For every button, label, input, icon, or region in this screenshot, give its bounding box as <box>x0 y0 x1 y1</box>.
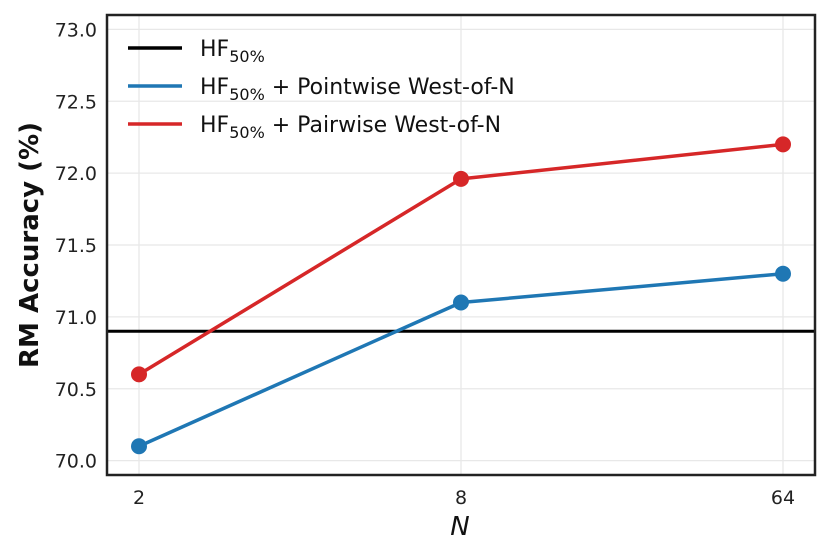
data-point <box>131 438 147 455</box>
legend-label: HF50% + Pointwise West-of-N <box>200 75 515 104</box>
y-tick-labels: 70.0 70.5 71.0 71.5 72.0 72.5 73.0 <box>55 19 97 472</box>
legend-label-base: HF <box>200 75 229 100</box>
x-tick-label: 2 <box>133 487 145 509</box>
legend-label-base: HF <box>200 113 229 138</box>
legend-item: HF50% + Pointwise West-of-N <box>128 75 515 104</box>
series-2 <box>131 136 791 383</box>
x-axis-title: N <box>450 512 469 542</box>
series-layer <box>131 136 791 455</box>
data-point <box>775 265 791 282</box>
y-tick-label: 71.5 <box>55 235 97 257</box>
legend-item: HF50% <box>128 37 265 66</box>
data-point <box>131 366 147 383</box>
y-tick-label: 70.5 <box>55 379 97 401</box>
legend-label-base: HF <box>200 37 229 62</box>
legend-label-suffix: + Pairwise West-of-N <box>265 113 501 138</box>
legend-label-suffix: + Pointwise West-of-N <box>265 75 515 100</box>
x-tick-label: 8 <box>455 487 467 509</box>
y-axis-title: RM Accuracy (%) <box>15 122 45 368</box>
y-tick-label: 70.0 <box>55 451 97 473</box>
data-point <box>775 136 791 153</box>
legend-label-subscript: 50% <box>229 85 265 104</box>
y-tick-label: 73.0 <box>55 19 97 41</box>
plot-frame <box>105 13 817 477</box>
x-tick-labels: 2 8 64 <box>133 487 795 509</box>
legend-item: HF50% + Pairwise West-of-N <box>128 113 501 142</box>
legend-label-subscript: 50% <box>229 47 265 66</box>
legend-label: HF50% + Pairwise West-of-N <box>200 113 501 142</box>
y-tick-label: 72.5 <box>55 91 97 113</box>
legend-label: HF50% <box>200 37 265 66</box>
series-1 <box>131 265 791 455</box>
data-point <box>453 294 469 311</box>
x-tick-label: 64 <box>771 487 795 509</box>
legend-label-subscript: 50% <box>229 123 265 142</box>
y-tick-label: 72.0 <box>55 163 97 185</box>
data-point <box>453 170 469 187</box>
y-tick-label: 71.0 <box>55 307 97 329</box>
